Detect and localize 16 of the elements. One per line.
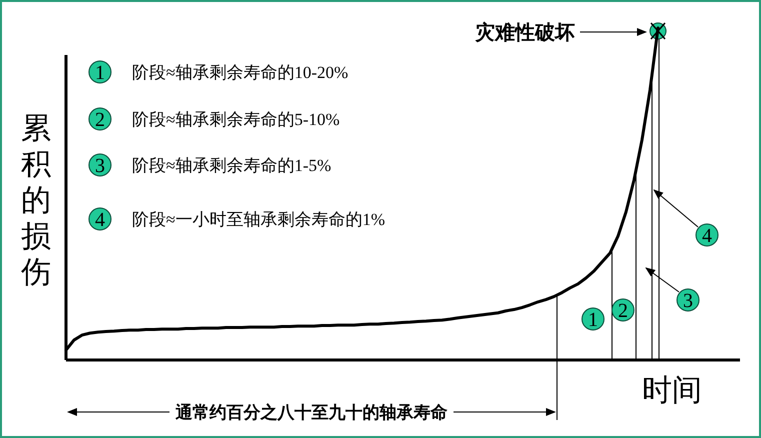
- annotation: 1: [95, 62, 105, 84]
- annotation: 2: [95, 109, 105, 131]
- y-axis-title: 累积的损伤: [21, 112, 51, 289]
- annotation: 1: [588, 309, 598, 331]
- annotation: 4: [95, 209, 105, 231]
- x-axis-title: 时间: [642, 374, 702, 407]
- text: 通常约百分之八十至九十的轴承寿命: [174, 403, 448, 422]
- annotation: 阶段≈轴承剩余寿命的5-10%: [132, 110, 340, 129]
- annotation: 阶段≈轴承剩余寿命的10-20%: [132, 63, 348, 82]
- annotation: 2: [618, 300, 628, 322]
- annotation: 3: [95, 155, 105, 177]
- annotation: 阶段≈轴承剩余寿命的1-5%: [132, 156, 332, 175]
- annotation: 灾难性破坏: [475, 21, 575, 44]
- text: 4: [702, 225, 712, 247]
- annotation: 阶段≈一小时至轴承剩余寿命的1%: [132, 210, 385, 229]
- text: 3: [683, 290, 693, 312]
